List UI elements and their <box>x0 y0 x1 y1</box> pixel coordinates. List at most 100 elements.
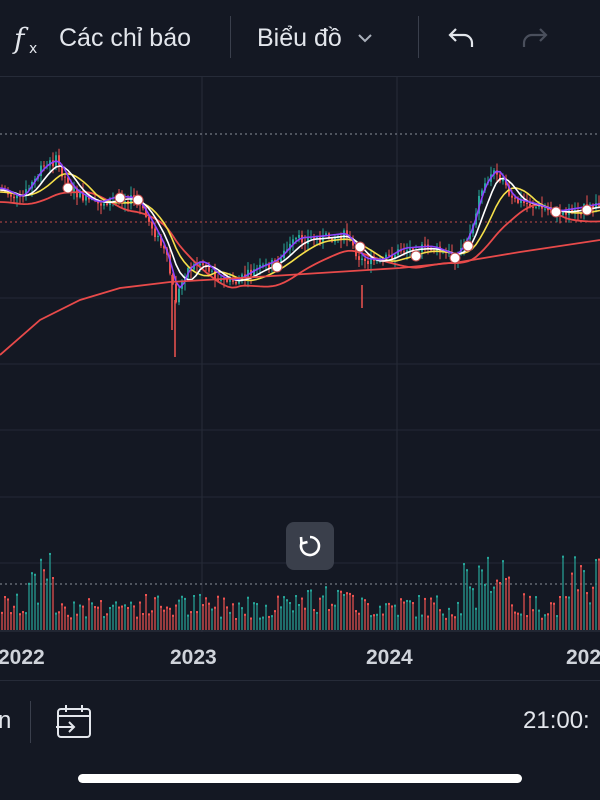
volume-bar-cap <box>55 612 57 615</box>
volume-bar <box>523 593 525 630</box>
volume-bar <box>499 581 501 630</box>
volume-bar <box>346 592 348 630</box>
volume-bar <box>40 558 42 630</box>
volume-bar-cap <box>22 610 24 613</box>
candle-body <box>271 260 273 270</box>
candle-body <box>403 251 405 253</box>
volume-bar-cap <box>172 614 174 617</box>
volume-bar <box>97 606 99 630</box>
volume-bar-cap <box>487 556 489 559</box>
volume-bar <box>172 614 174 630</box>
volume-bar-cap <box>586 592 588 595</box>
candle-body <box>325 233 327 236</box>
volume-bar-cap <box>46 578 48 581</box>
volume-bar <box>505 578 507 630</box>
volume-bar <box>547 613 549 630</box>
candle-body <box>292 239 294 244</box>
chart-type-button[interactable]: Biểu đồ <box>257 0 374 76</box>
volume-bar <box>358 612 360 630</box>
candle-body <box>160 235 162 246</box>
volume-bar <box>181 595 183 630</box>
volume-bar-cap <box>73 601 75 604</box>
volume-bar <box>550 602 552 630</box>
volume-bar-cap <box>226 606 228 609</box>
indicators-button[interactable]: Các chỉ báo <box>59 0 191 76</box>
volume-bar <box>130 601 132 630</box>
volume-bar <box>526 615 528 630</box>
volume-bar <box>127 606 129 630</box>
volume-bar <box>241 607 243 630</box>
volume-bar-cap <box>34 573 36 576</box>
candle-body <box>409 248 411 251</box>
volume-bar-cap <box>538 609 540 612</box>
volume-bar <box>460 613 462 630</box>
candle-body <box>229 277 231 282</box>
candle-body <box>157 235 159 238</box>
price-chart[interactable] <box>0 77 600 680</box>
volume-bar <box>196 611 198 630</box>
volume-bar-cap <box>508 576 510 579</box>
volume-bar-cap <box>418 595 420 598</box>
volume-bar-cap <box>370 615 372 618</box>
volume-bar <box>250 617 252 630</box>
volume-bar <box>361 597 363 630</box>
volume-bar-cap <box>436 595 438 598</box>
volume-bar <box>508 576 510 630</box>
volume-bar <box>433 602 435 630</box>
volume-bar <box>448 607 450 630</box>
volume-bars <box>1 552 600 630</box>
volume-bar <box>535 596 537 630</box>
candle-body <box>79 190 81 198</box>
volume-bar <box>400 598 402 630</box>
reset-chart-button[interactable] <box>286 522 334 570</box>
volume-bar-cap <box>262 616 264 619</box>
volume-bar-cap <box>43 569 45 572</box>
candle-body <box>43 165 45 167</box>
volume-bar <box>43 569 45 630</box>
volume-bar <box>244 613 246 630</box>
ma-line-red <box>0 190 600 289</box>
volume-bar <box>490 590 492 630</box>
redo-icon[interactable] <box>520 0 550 76</box>
volume-bar <box>379 605 381 630</box>
undo-icon[interactable] <box>446 0 476 76</box>
volume-bar <box>235 617 237 630</box>
volume-bar <box>184 597 186 630</box>
volume-bar-cap <box>88 598 90 601</box>
bottom-toolbar: n 21:00: <box>0 680 600 761</box>
candle-body <box>580 213 582 215</box>
candle-body <box>253 269 255 276</box>
candle-body <box>169 254 171 274</box>
candle-body <box>82 190 84 201</box>
volume-bar <box>76 613 78 630</box>
calendar-goto-icon[interactable] <box>54 703 94 746</box>
ma-line-long <box>0 239 600 356</box>
candle-body <box>262 264 264 266</box>
candle-body <box>589 204 591 206</box>
function-icon[interactable]: f x <box>12 0 44 76</box>
volume-bar-cap <box>499 581 501 584</box>
volume-bar <box>133 605 135 630</box>
home-indicator[interactable] <box>78 774 522 783</box>
indicators-label: Các chỉ báo <box>59 23 192 52</box>
volume-bar-cap <box>340 590 342 593</box>
volume-bar-cap <box>544 614 546 617</box>
volume-bar <box>82 605 84 630</box>
volume-bar <box>406 599 408 630</box>
volume-bar-cap <box>277 595 279 598</box>
volume-bar <box>25 612 27 630</box>
volume-bar <box>328 609 330 630</box>
volume-bar-cap <box>85 616 87 619</box>
candle-body <box>199 263 201 266</box>
volume-bar <box>553 602 555 630</box>
volume-bar-cap <box>7 598 9 601</box>
volume-bar-cap <box>124 604 126 607</box>
volume-bar-cap <box>4 596 6 599</box>
volume-bar-cap <box>433 602 435 605</box>
volume-bar <box>1 611 3 630</box>
volume-bar-cap <box>493 586 495 589</box>
candle-body <box>85 194 87 201</box>
timeframe-label[interactable]: n <box>0 707 12 734</box>
volume-bar-cap <box>361 597 363 600</box>
volume-bar-cap <box>229 611 231 614</box>
